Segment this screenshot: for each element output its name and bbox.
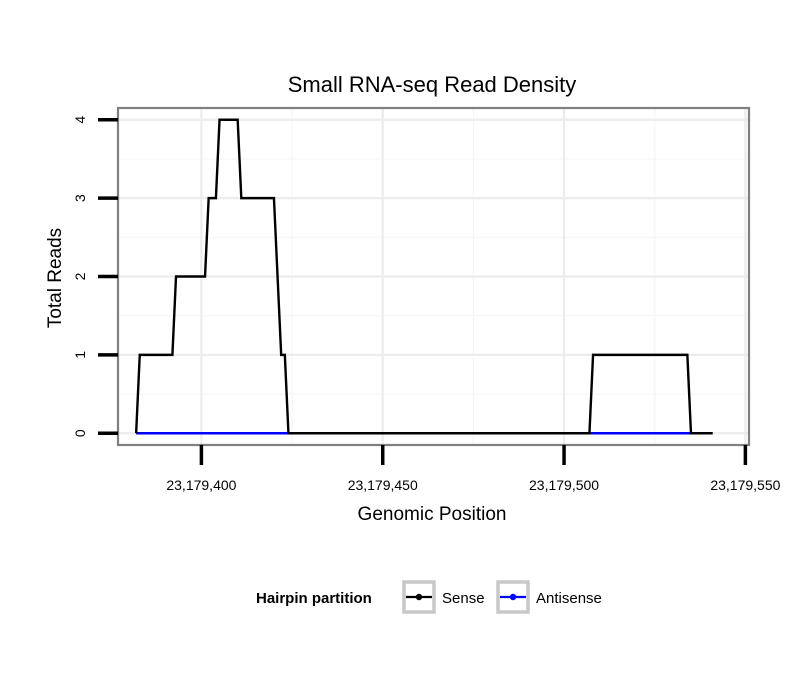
axes: 23,179,400 23,179,450 23,179,500 23,179,550… [72, 116, 781, 493]
legend-label-antisense: Antisense [536, 590, 602, 607]
legend-key-antisense-point [509, 593, 517, 601]
x-tick-label: 23,179,400 [166, 477, 236, 493]
y-tick-label: 3 [72, 194, 88, 202]
y-tick-label: 2 [72, 272, 88, 280]
x-tick-label: 23,179,500 [529, 477, 599, 493]
y-axis-title: Total Reads [45, 228, 66, 328]
legend-title: Hairpin partition [256, 590, 372, 607]
x-tick-label: 23,179,550 [710, 477, 780, 493]
x-tick-label: 23,179,450 [348, 477, 418, 493]
legend-label-sense: Sense [442, 590, 485, 607]
legend-key-antisense [496, 580, 530, 614]
chart-title: Small RNA-seq Read Density [288, 72, 577, 97]
y-tick-label: 1 [72, 351, 88, 359]
y-tick-label: 0 [72, 429, 88, 437]
grid [118, 108, 749, 445]
series-line-sense [134, 118, 713, 435]
series-layer [134, 118, 713, 435]
x-axis-title: Genomic Position [358, 504, 507, 525]
legend-key-sense-point [415, 593, 423, 601]
y-tick-label: 4 [72, 116, 88, 124]
legend: Hairpin partition Sense Antisense [256, 580, 602, 614]
